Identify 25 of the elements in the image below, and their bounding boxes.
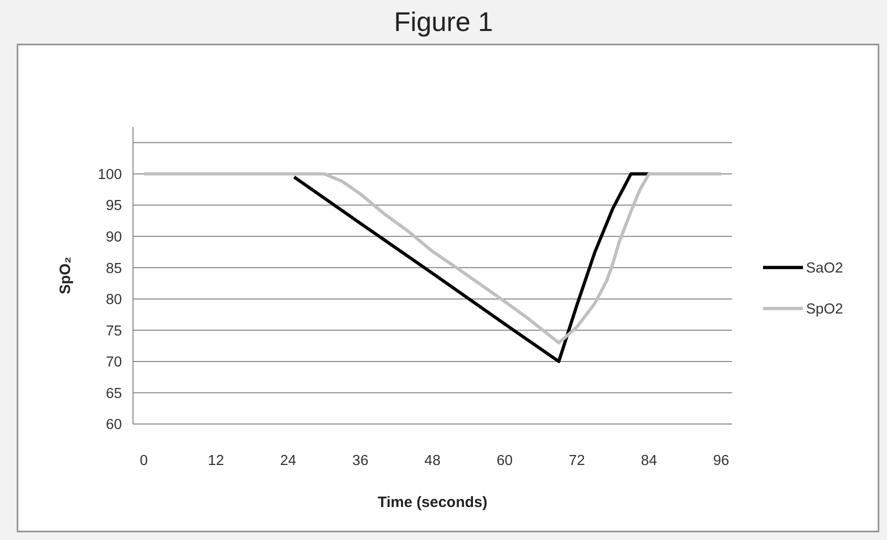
y-tick-label: 80: [106, 292, 122, 308]
y-tick-label: 100: [98, 166, 122, 183]
line-series: [292, 172, 651, 364]
x-tick-label: 96: [713, 453, 730, 470]
x-tick-label: 84: [640, 453, 658, 470]
x-tick-label: 24: [280, 453, 296, 470]
y-tick-label: 90: [106, 229, 122, 246]
x-tick-label: 48: [424, 453, 441, 470]
x-tick-label: 12: [208, 453, 224, 470]
x-tick-label: 72: [568, 453, 585, 470]
x-tick-label: 0: [140, 453, 148, 470]
y-tick-label: 60: [106, 417, 122, 434]
y-tick-label: 85: [106, 260, 122, 277]
line-series: [142, 172, 723, 344]
x-tick-label: 36: [352, 453, 368, 470]
x-axis-title: Time (seconds): [378, 494, 488, 511]
chart-title: Figure 1: [394, 7, 494, 37]
x-tick-label: 60: [496, 453, 513, 470]
y-tick-label: 75: [106, 323, 122, 340]
y-tick-label: 70: [106, 354, 122, 371]
legend-label: SpO2: [806, 302, 844, 318]
y-axis-title: SpO₂: [57, 256, 74, 294]
y-tick-label: 65: [106, 386, 122, 402]
y-tick-label: 95: [106, 198, 122, 214]
legend-label: SaO2: [806, 260, 844, 277]
